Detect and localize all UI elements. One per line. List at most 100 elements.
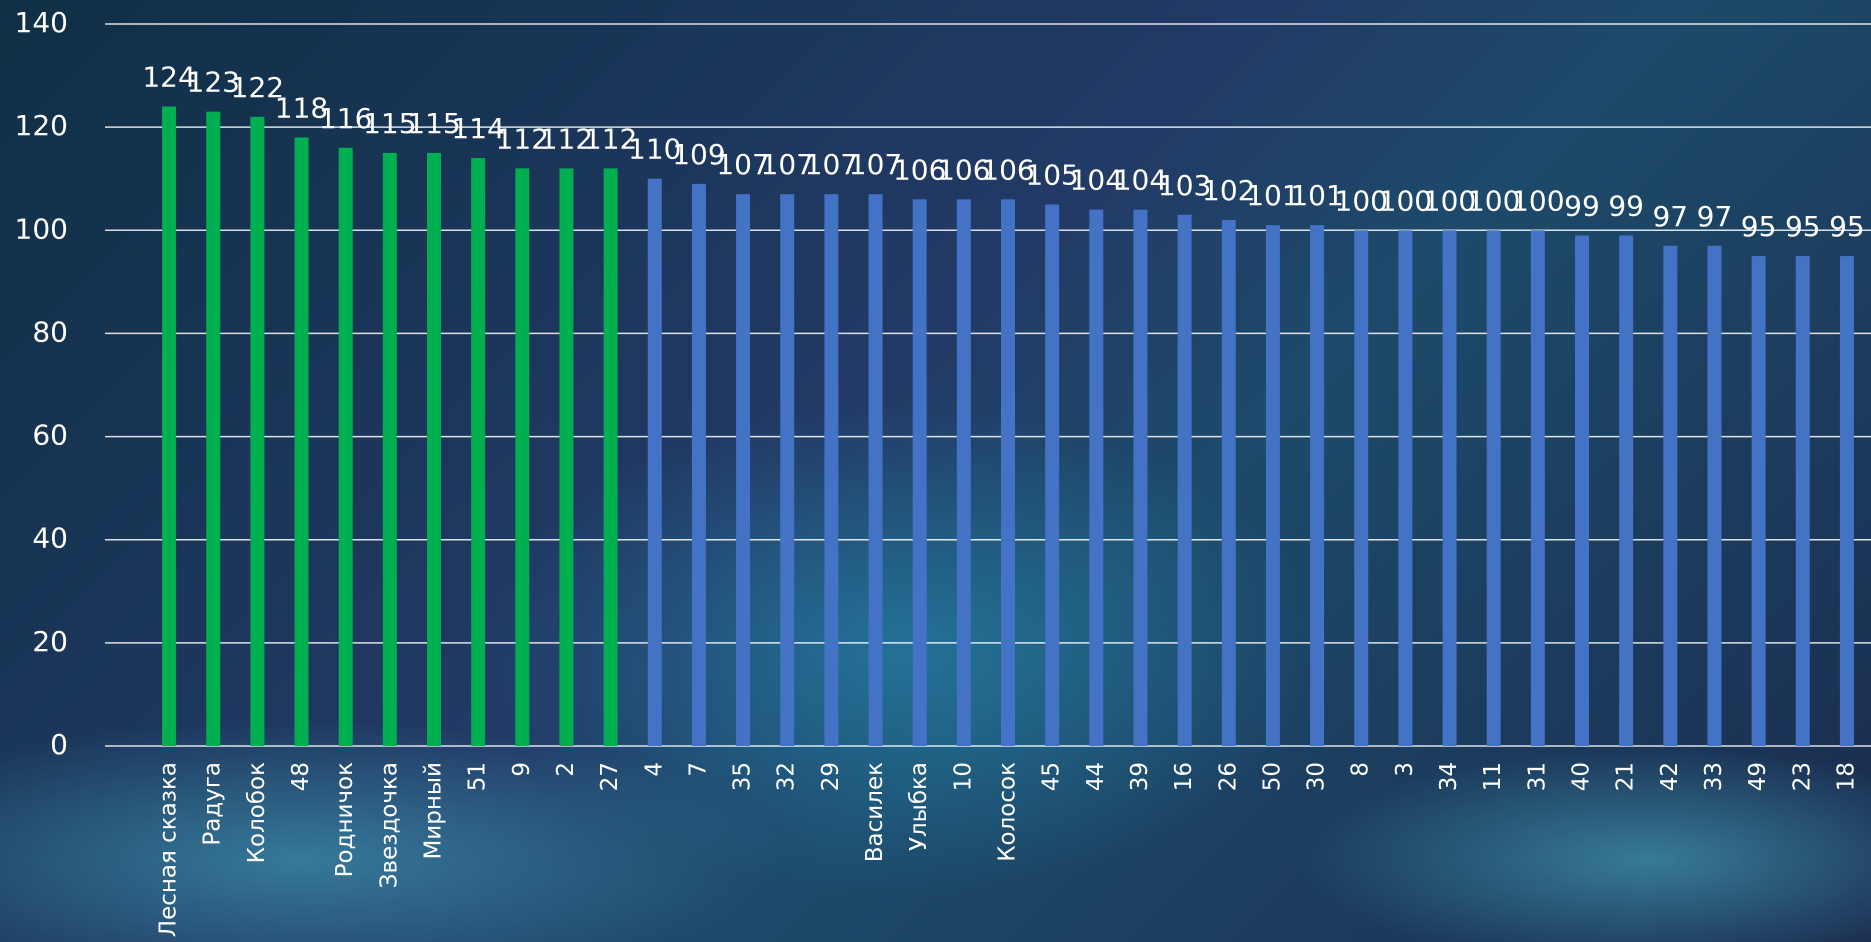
x-tick-label: 8: [1348, 762, 1374, 777]
data-label: 106: [937, 153, 990, 186]
x-tick-label: 9: [509, 762, 535, 777]
data-label: 107: [716, 148, 769, 181]
bar: [1751, 256, 1766, 746]
x-tick-label: 50: [1259, 762, 1285, 791]
data-label: 115: [407, 107, 460, 140]
x-tick-label: 32: [774, 762, 800, 791]
data-label: 123: [187, 66, 240, 99]
bar: [1354, 230, 1369, 747]
x-tick-label: 34: [1436, 762, 1462, 791]
bar: [1398, 230, 1413, 747]
data-label: 109: [672, 138, 725, 171]
bar: [956, 199, 971, 747]
data-label: 124: [142, 61, 195, 94]
y-tick-label: 80: [32, 315, 68, 348]
x-tick-label: 21: [1613, 762, 1639, 791]
bar: [427, 152, 441, 746]
data-label: 105: [1025, 159, 1078, 192]
bar: [1133, 209, 1148, 746]
x-tick-label: Колосок: [995, 762, 1021, 862]
bar: [736, 194, 751, 746]
x-tick-label: 3: [1392, 762, 1418, 777]
data-label: 95: [1741, 210, 1777, 243]
bar: [294, 137, 309, 746]
bar: [1530, 230, 1545, 747]
bar: [603, 168, 618, 746]
x-tick-label: 18: [1833, 762, 1859, 791]
data-label: 100: [1379, 184, 1432, 217]
data-label: 97: [1697, 200, 1733, 233]
x-tick-label: 31: [1524, 762, 1550, 791]
bar: [338, 147, 353, 746]
data-label: 122: [231, 71, 284, 104]
bar: [1839, 256, 1854, 746]
bar: [647, 178, 662, 746]
x-tick-label: 23: [1789, 762, 1815, 791]
x-tick-label: 45: [1039, 762, 1065, 791]
x-tick-label: Мирный: [421, 762, 447, 860]
bar: [515, 168, 530, 746]
x-tick-label: Родничок: [332, 762, 358, 877]
data-label: 106: [981, 153, 1034, 186]
x-tick-label: Радуга: [200, 762, 226, 846]
x-tick-label: Звездочка: [376, 762, 402, 888]
bar: [1442, 230, 1457, 747]
x-tick-label: 51: [465, 762, 491, 791]
bar: [1575, 235, 1589, 746]
data-label: 100: [1467, 184, 1520, 217]
x-tick-label: 30: [1304, 762, 1330, 791]
y-tick-label: 120: [15, 109, 68, 142]
y-tick-label: 100: [15, 212, 68, 245]
x-tick-label: 42: [1657, 762, 1683, 791]
bar: [824, 194, 839, 746]
data-label: 100: [1423, 184, 1476, 217]
data-label: 97: [1652, 200, 1688, 233]
data-label: 102: [1202, 174, 1255, 207]
x-tick-label: 2: [553, 762, 579, 777]
bar: [868, 194, 883, 746]
data-label: 100: [1511, 184, 1564, 217]
data-label: 107: [849, 148, 902, 181]
data-label: 95: [1829, 210, 1865, 243]
x-tick-label: 4: [641, 762, 667, 777]
x-tick-label: 44: [1083, 762, 1109, 791]
x-tick-label: 29: [818, 762, 844, 791]
y-tick-label: 60: [32, 419, 68, 452]
data-label: 112: [496, 122, 549, 155]
bar: [1707, 245, 1722, 746]
data-label: 115: [363, 107, 416, 140]
bar: [780, 194, 795, 746]
data-label: 103: [1158, 169, 1211, 202]
bar: [912, 199, 927, 747]
data-label: 112: [540, 122, 593, 155]
x-tick-label: 16: [1171, 762, 1197, 791]
x-tick-label: 33: [1701, 762, 1727, 791]
x-tick-label: 35: [730, 762, 756, 791]
x-tick-label: 40: [1569, 762, 1595, 791]
data-label: 114: [451, 112, 504, 145]
bar: [1619, 235, 1634, 746]
bar: [1310, 225, 1325, 747]
x-tick-label: 27: [597, 762, 623, 791]
bar: [206, 111, 221, 746]
bar: [1265, 225, 1280, 747]
y-tick-label: 140: [15, 6, 68, 39]
y-tick-label: 40: [32, 522, 68, 555]
data-label: 101: [1290, 179, 1343, 212]
data-label: 101: [1246, 179, 1299, 212]
data-label: 104: [1114, 164, 1167, 197]
x-tick-label: Лесная сказка: [156, 762, 182, 937]
y-tick-label: 20: [32, 625, 68, 658]
x-tick-label: 49: [1745, 762, 1771, 791]
data-label: 104: [1070, 164, 1123, 197]
data-label: 99: [1564, 189, 1600, 222]
bar: [1001, 199, 1015, 747]
data-label: 112: [584, 122, 637, 155]
x-tick-label: 11: [1480, 762, 1506, 791]
bar: [162, 106, 177, 746]
data-label: 106: [893, 153, 946, 186]
data-label: 116: [319, 102, 372, 135]
x-tick-label: 10: [950, 762, 976, 791]
